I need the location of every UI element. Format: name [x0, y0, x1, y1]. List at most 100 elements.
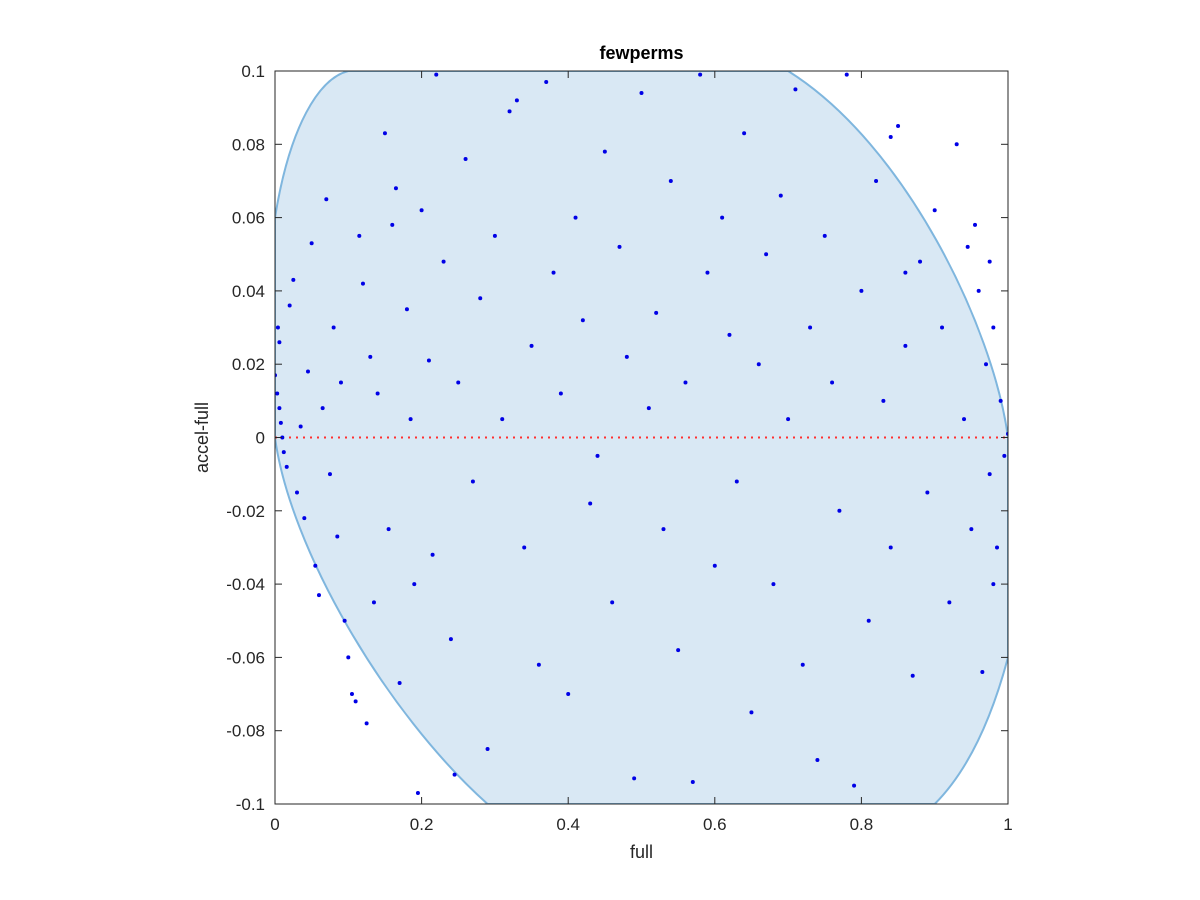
data-point — [668, 178, 673, 183]
y-tick-label: 0.04 — [232, 282, 265, 301]
data-point — [551, 270, 556, 275]
data-point — [335, 534, 340, 539]
data-point — [632, 776, 637, 781]
data-point — [346, 655, 351, 660]
data-point — [298, 424, 303, 429]
data-point — [925, 490, 930, 495]
data-point — [712, 563, 717, 568]
data-point — [588, 501, 593, 506]
data-point — [947, 600, 952, 605]
data-point — [987, 259, 992, 264]
ellipse-region — [275, 71, 1008, 804]
data-point — [808, 325, 813, 330]
data-point — [720, 215, 725, 220]
data-point — [610, 600, 615, 605]
data-point — [881, 398, 886, 403]
scatter-points — [275, 72, 1008, 796]
data-point — [357, 233, 362, 238]
data-point — [522, 545, 527, 550]
y-tick-label: 0.1 — [241, 62, 265, 81]
data-point — [408, 417, 413, 422]
data-point — [888, 545, 893, 550]
data-point — [478, 296, 483, 301]
data-point — [313, 563, 318, 568]
data-point — [976, 288, 981, 293]
data-point — [544, 79, 549, 84]
data-point — [514, 98, 519, 103]
data-point — [492, 233, 497, 238]
y-tick-label: -0.02 — [226, 502, 265, 521]
data-point — [965, 244, 970, 249]
data-point — [705, 270, 710, 275]
data-point — [690, 780, 695, 785]
data-point — [331, 325, 336, 330]
x-tick-label: 0.6 — [703, 815, 727, 834]
data-point — [536, 662, 541, 667]
data-point — [954, 142, 959, 147]
data-point — [448, 637, 453, 642]
data-point — [837, 508, 842, 513]
data-point — [749, 710, 754, 715]
data-point — [500, 417, 505, 422]
data-point — [419, 208, 424, 213]
data-point — [294, 490, 299, 495]
data-point — [353, 699, 358, 704]
y-tick-label: 0.06 — [232, 209, 265, 228]
data-point — [727, 332, 732, 337]
data-point — [386, 527, 391, 532]
data-point — [874, 178, 879, 183]
data-point — [984, 362, 989, 367]
data-point — [800, 662, 805, 667]
y-tick-label: -0.08 — [226, 722, 265, 741]
data-point — [580, 318, 585, 323]
data-point — [973, 222, 978, 227]
data-point — [918, 259, 923, 264]
data-point — [932, 208, 937, 213]
y-tick-label: 0.02 — [232, 355, 265, 374]
data-point — [558, 391, 563, 396]
x-tick-label: 0.4 — [556, 815, 580, 834]
x-tick-label: 0 — [270, 815, 279, 834]
data-point — [452, 772, 457, 777]
data-point — [639, 90, 644, 95]
data-point — [987, 472, 992, 477]
y-axis-label: accel-full — [192, 402, 212, 473]
y-tick-label: -0.04 — [226, 575, 265, 594]
data-point — [764, 252, 769, 257]
y-tick-label: -0.1 — [236, 795, 265, 814]
data-point — [277, 340, 282, 345]
data-point — [698, 72, 703, 77]
data-point — [910, 673, 915, 678]
data-point — [507, 109, 512, 114]
data-point — [302, 516, 307, 521]
data-point — [995, 545, 1000, 550]
data-point — [371, 600, 376, 605]
data-point — [903, 343, 908, 348]
data-point — [441, 259, 446, 264]
data-point — [456, 380, 461, 385]
data-point — [991, 325, 996, 330]
data-point — [566, 692, 571, 697]
data-point — [969, 527, 974, 532]
data-point — [342, 618, 347, 623]
data-point — [940, 325, 945, 330]
y-tick-label: -0.06 — [226, 648, 265, 667]
data-point — [430, 552, 435, 557]
data-point — [278, 420, 283, 425]
data-point — [291, 277, 296, 282]
data-point — [284, 464, 289, 469]
data-point — [903, 270, 908, 275]
data-point — [368, 354, 373, 359]
data-point — [852, 783, 857, 788]
data-point — [866, 618, 871, 623]
data-point — [393, 186, 398, 191]
data-point — [676, 648, 681, 653]
data-point — [305, 369, 310, 374]
data-point — [390, 222, 395, 227]
data-point — [470, 479, 475, 484]
y-axis-ticks: -0.1 -0.08 -0.06 -0.04 -0.02 0 0.02 0.04 0.06 0.0… — [226, 62, 1008, 814]
data-point — [888, 134, 893, 139]
data-point — [434, 72, 439, 77]
data-point — [844, 72, 849, 77]
data-point — [617, 244, 622, 249]
